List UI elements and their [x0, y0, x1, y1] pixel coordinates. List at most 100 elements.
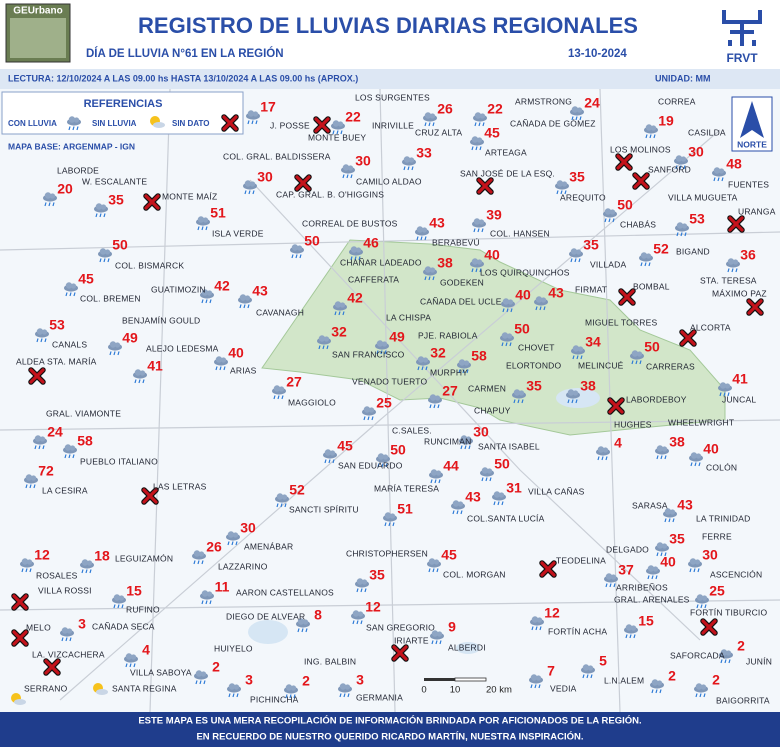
rainfall-value: 45 [441, 547, 457, 563]
station: 25 ASCENCIÓN [695, 569, 762, 609]
date: 13-10-2024 [568, 48, 627, 60]
station: 35 CHRISTOPHERSEN [346, 548, 428, 593]
title: REGISTRO DE LLUVIAS DIARIAS REGIONALES [138, 13, 638, 38]
station: 27 MAGGIOLO [272, 374, 336, 407]
station-name: CANALS [52, 339, 87, 349]
raindrop [29, 484, 32, 489]
raindrop [428, 276, 431, 281]
rainfall-value: 35 [526, 378, 542, 394]
cloud [201, 590, 209, 597]
station-name: GRAL. VIAMONTE [46, 408, 121, 418]
rain-icon [566, 389, 580, 404]
station: 30 CAMILO ALDAO [341, 153, 422, 186]
raindrop [506, 308, 509, 313]
raindrop [107, 258, 110, 263]
station: 30 CHAPUY [459, 405, 511, 450]
raindrop [721, 177, 724, 182]
station: 2 BAIGORRITA [694, 672, 770, 705]
rain-icon [570, 106, 584, 121]
cloud [597, 446, 605, 453]
raindrop [466, 369, 469, 374]
raindrop [69, 637, 72, 642]
rainfall-value: 58 [471, 348, 487, 364]
raindrop [199, 680, 202, 685]
cloud [452, 500, 460, 507]
logo-left-art [10, 18, 66, 58]
cloud [109, 341, 117, 348]
rainfall-value: 50 [112, 237, 128, 253]
station: IRIARTE [391, 635, 429, 662]
station-name: VILLA CAÑAS [528, 486, 585, 496]
cloud [215, 356, 223, 363]
raindrop [322, 345, 325, 350]
rainfall-value: 26 [206, 539, 222, 555]
cloud [535, 296, 543, 303]
station-name: BENJAMÍN GOULD [122, 315, 200, 325]
raindrop [134, 379, 137, 384]
raindrop [318, 345, 321, 350]
station: 44 RUNCIMAN [424, 436, 471, 484]
rain-icon [655, 542, 669, 557]
raindrop [424, 236, 427, 241]
raindrop [437, 404, 440, 409]
station-name: VILLA SABOYA [130, 667, 192, 677]
rain-icon [383, 512, 397, 527]
no-data-icon [221, 114, 239, 132]
no-data-icon [28, 367, 46, 385]
cloud [193, 550, 201, 557]
cloud [478, 219, 485, 225]
cloud [318, 335, 326, 342]
station-name: SAN EDUARDO [338, 460, 403, 470]
raindrop [452, 510, 455, 515]
raindrop [346, 174, 349, 179]
raindrop [205, 226, 208, 231]
station: 51 ISLA VERDE [196, 205, 264, 238]
cloud [476, 137, 483, 143]
station: 2 SAFORCADA [650, 650, 725, 694]
raindrop [36, 338, 39, 343]
cloud [725, 650, 732, 656]
station: 50 C.SALES. [376, 425, 432, 468]
rainfall-value: 30 [257, 169, 273, 185]
station: 43 SARASA [632, 497, 693, 523]
legend-title: REFERENCIAS [84, 98, 163, 110]
cloud [197, 216, 205, 223]
cloud [337, 121, 344, 127]
station: MELO [11, 622, 51, 647]
rain-icon [67, 116, 81, 131]
raindrop [85, 569, 88, 574]
rainfall-value: 49 [389, 329, 405, 345]
raindrop [608, 218, 611, 223]
cloud [355, 247, 362, 253]
cloud [376, 340, 384, 347]
raindrop [205, 299, 208, 304]
station-name: BIGAND [676, 246, 710, 256]
raindrop [291, 254, 294, 259]
station: LABORDEBOY [607, 394, 687, 415]
raindrop [276, 503, 279, 508]
raindrop [462, 369, 465, 374]
cloud [114, 342, 121, 348]
rain-icon [112, 594, 126, 609]
raindrop [420, 236, 423, 241]
rainfall-value: 24 [584, 95, 600, 111]
station-name: COL. BREMEN [80, 293, 141, 303]
rain-icon [603, 208, 617, 223]
raindrop [277, 395, 280, 400]
cloud [556, 180, 564, 187]
rain-icon [63, 444, 77, 459]
rainfall-value: 46 [363, 235, 379, 251]
rain-icon [555, 180, 569, 195]
rainfall-value: 24 [47, 424, 63, 440]
cloud [323, 336, 330, 342]
rainfall-value: 40 [703, 441, 719, 457]
rainfall-value: 50 [390, 442, 406, 458]
cloud [339, 302, 346, 308]
raindrop [655, 575, 658, 580]
raindrop [460, 445, 463, 450]
rainfall-value: 49 [122, 330, 138, 346]
cloud [473, 218, 481, 225]
rainfall-value: 35 [108, 192, 124, 208]
raindrop [575, 116, 578, 121]
raindrop [297, 628, 300, 633]
